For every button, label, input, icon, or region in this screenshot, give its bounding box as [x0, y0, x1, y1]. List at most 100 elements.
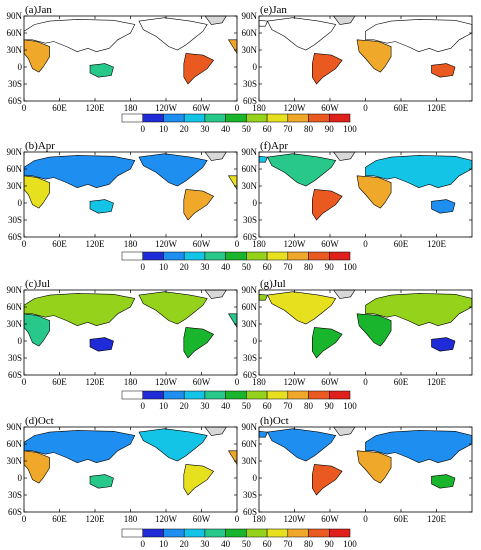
colorbar-swatch — [266, 390, 289, 400]
continent-samerica — [183, 53, 215, 85]
lon-label: 180 — [252, 103, 266, 113]
colorbar-label: 10 — [159, 262, 169, 272]
lon-label: 0 — [22, 239, 27, 249]
lat-label: 60N — [242, 164, 258, 174]
lat-label: 90N — [7, 147, 23, 157]
colorbar-3: 0 10 20 30 40 50 60 70 80 90 100 — [121, 390, 357, 411]
colorbar-label: 10 — [159, 124, 169, 134]
continent-namerica — [267, 428, 337, 462]
continent-eurasia — [23, 430, 136, 464]
colorbar-label: 60 — [263, 401, 273, 411]
panel-title: (e)Jan — [260, 4, 287, 16]
lat-label: 30S — [243, 79, 257, 89]
colorbar-swatch — [183, 528, 206, 538]
lat-label: 30N — [242, 45, 258, 55]
lat-label: 60S — [243, 370, 257, 380]
lon-label: 60E — [394, 377, 409, 387]
continent-samerica — [183, 327, 215, 359]
colorbar-label: 20 — [180, 124, 190, 134]
colorbar-swatch — [266, 528, 289, 538]
continent-samerica — [183, 189, 215, 221]
colorbar-swatch — [121, 113, 143, 123]
lon-label: 60W — [321, 103, 339, 113]
colorbar-label: 90 — [325, 124, 335, 134]
lat-label: 0 — [253, 473, 258, 483]
continent-australia — [431, 474, 456, 489]
colorbar-label: 70 — [283, 401, 293, 411]
lat-label: 60N — [7, 439, 23, 449]
lon-label: 60E — [394, 514, 409, 524]
colorbar-swatch — [121, 251, 143, 261]
lon-label: 0 — [22, 514, 27, 524]
lon-label: 120E — [86, 514, 106, 524]
lon-label: 0 — [22, 103, 27, 113]
lat-label: 0 — [253, 198, 258, 208]
lat-label: 60N — [7, 164, 23, 174]
colorbar-swatch — [329, 251, 351, 261]
continent-samerica — [312, 189, 343, 221]
continent-namerica — [267, 17, 337, 51]
colorbar-swatch — [308, 251, 330, 261]
lat-label: 60S — [8, 370, 22, 380]
lat-label: 90N — [7, 422, 23, 432]
colorbar-swatch — [225, 390, 247, 400]
lon-label: 120E — [427, 377, 447, 387]
panel-title: (f)Apr — [260, 140, 288, 152]
panel-title: (h)Oct — [260, 415, 289, 427]
lat-label: 30S — [8, 490, 22, 500]
lat-label: 60S — [8, 232, 22, 242]
lon-label: 0 — [22, 377, 27, 387]
continent-eurasia — [23, 19, 136, 53]
lat-label: 0 — [253, 62, 258, 72]
lat-label: 30N — [7, 456, 23, 466]
colorbar-label: 30 — [200, 124, 210, 134]
lon-label: 60E — [52, 103, 67, 113]
lon-label: 120E — [86, 103, 106, 113]
continent-eurasia — [365, 293, 473, 327]
lon-label: 60W — [321, 239, 339, 249]
lat-label: 90N — [242, 285, 258, 295]
colorbar-label: 40 — [221, 401, 231, 411]
lat-label: 60N — [242, 28, 258, 38]
colorbar-swatch — [266, 251, 289, 261]
continent-africa — [23, 175, 50, 209]
colorbar-2: 0 10 20 30 40 50 60 70 80 90 100 — [121, 251, 357, 272]
colorbar-swatch — [246, 251, 268, 261]
lat-label: 60S — [243, 507, 257, 517]
continent-eurasia — [365, 19, 473, 53]
continent-africa — [356, 450, 392, 484]
continent-africa — [356, 313, 392, 347]
lat-label: 30N — [242, 181, 258, 191]
lon-label: 180 — [124, 377, 138, 387]
colorbar-swatch — [329, 113, 351, 123]
lat-label: 30S — [243, 215, 257, 225]
lat-label: 90N — [7, 11, 23, 21]
continent-australia — [431, 199, 456, 214]
lat-label: 60S — [243, 96, 257, 106]
lat-label: 90N — [242, 147, 258, 157]
lon-label: 0 — [235, 103, 240, 113]
lon-label: 120E — [86, 377, 106, 387]
panel-title: (b)Apr — [25, 140, 55, 152]
colorbar-swatch — [142, 113, 164, 123]
colorbar-label: 60 — [263, 262, 273, 272]
lon-label: 120W — [284, 239, 307, 249]
colorbar-swatch — [287, 251, 309, 261]
colorbar-swatch — [329, 390, 351, 400]
lat-label: 0 — [253, 336, 258, 346]
lon-label: 120W — [155, 103, 178, 113]
lon-label: 120W — [284, 103, 307, 113]
lat-label: 0 — [18, 473, 23, 483]
colorbar-swatch — [308, 113, 330, 123]
continent-australia — [431, 63, 456, 78]
colorbar-swatch — [308, 528, 330, 538]
colorbar-swatch — [308, 390, 330, 400]
colorbar-swatch — [204, 251, 226, 261]
colorbar-swatch — [266, 113, 289, 123]
continent-namerica — [138, 153, 208, 187]
lon-label: 0 — [235, 514, 240, 524]
colorbar-label: 50 — [242, 401, 252, 411]
